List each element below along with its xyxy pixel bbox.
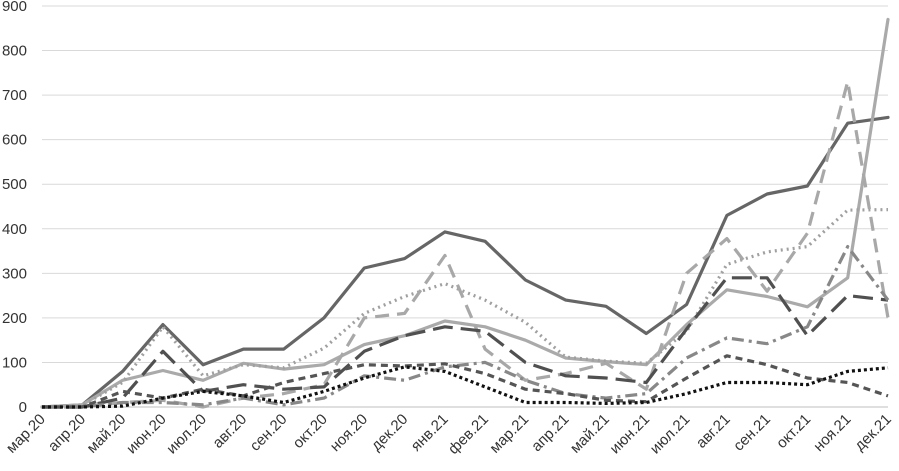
x-tick-label: июл.20 <box>163 411 210 458</box>
x-tick-label: мар.20 <box>3 411 49 457</box>
y-tick-label: 900 <box>2 0 27 15</box>
series-line-5 <box>42 276 889 409</box>
x-tick-label: май.20 <box>84 411 130 457</box>
x-tick-label: авг.21 <box>693 411 734 452</box>
x-tick-label: сен.21 <box>730 411 774 455</box>
x-tick-label: фев.21 <box>445 411 492 458</box>
y-tick-labels: 0 100 200 300 400 500 600 700 800 900 <box>2 0 27 416</box>
series-line-3 <box>41 208 889 409</box>
x-tick-label: окт.20 <box>290 411 331 452</box>
series-line-1 <box>40 115 890 409</box>
x-tick-label: дек.21 <box>851 411 894 454</box>
y-tick-label: 600 <box>2 132 27 149</box>
y-tick-label: 200 <box>2 310 27 327</box>
x-tick-label: сен.20 <box>247 411 291 455</box>
x-tick-label: мар.21 <box>486 411 532 457</box>
x-tick-label: июн.20 <box>123 411 170 458</box>
series-line-4 <box>42 80 890 409</box>
x-tick-label: июл.21 <box>647 411 694 458</box>
y-tick-label: 800 <box>2 43 27 60</box>
y-tick-label: 100 <box>2 354 27 371</box>
series-line-6 <box>42 245 890 409</box>
x-tick-label: янв.21 <box>408 411 452 455</box>
y-tick-label: 700 <box>2 87 27 104</box>
x-tick-label: ноя.21 <box>810 411 854 455</box>
x-tick-label: апр.21 <box>528 411 572 455</box>
x-tick-label: авг.20 <box>209 411 250 452</box>
y-tick-label: 400 <box>2 221 27 238</box>
y-tick-label: 300 <box>2 265 27 282</box>
x-tick-label: окт.21 <box>773 411 814 452</box>
x-tick-label: апр.20 <box>45 411 89 455</box>
x-tick-label: июн.21 <box>607 411 654 458</box>
series-line-8 <box>42 365 889 409</box>
series-line-7 <box>42 354 889 409</box>
series-lines <box>40 17 890 409</box>
y-tick-label: 0 <box>19 399 27 416</box>
y-tick-label: 500 <box>2 176 27 193</box>
series-line-2 <box>40 17 890 409</box>
gridlines <box>42 5 888 363</box>
x-tick-label: дек.20 <box>368 411 411 454</box>
x-tick-label: ноя.20 <box>327 411 371 455</box>
x-tick-label: май.21 <box>567 411 613 457</box>
